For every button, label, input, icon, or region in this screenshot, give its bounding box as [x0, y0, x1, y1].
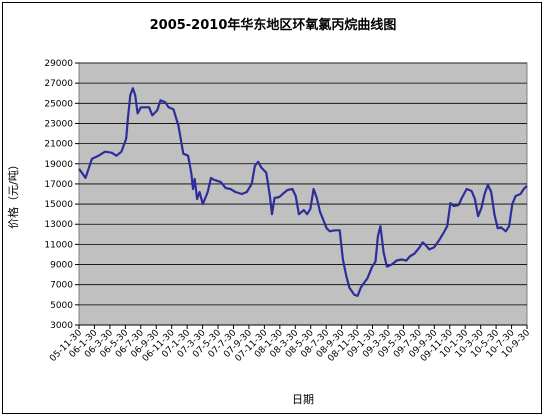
y-tick-label: 17000 — [44, 180, 73, 190]
y-tick-label: 29000 — [44, 59, 73, 69]
series-line — [78, 87, 528, 297]
plot-area — [78, 62, 528, 326]
chart-title: 2005-2010年华东地区环氧氯丙烷曲线图 — [150, 17, 397, 33]
y-axis-ticks: 3000 5000 7000 9000 11000 13000 15000 17000 1900… — [44, 59, 79, 331]
y-tick-label: 7000 — [50, 281, 73, 291]
x-axis-title: 日期 — [292, 393, 314, 406]
y-tick-label: 21000 — [44, 140, 73, 150]
y-tick-label: 9000 — [50, 261, 73, 271]
y-tick-label: 19000 — [44, 160, 73, 170]
chart-frame: 2005-2010年华东地区环氧氯丙烷曲线图 3000 5000 7000 9000 1… — [2, 2, 542, 414]
y-tick-label: 27000 — [44, 79, 73, 89]
chart-svg: 2005-2010年华东地区环氧氯丙烷曲线图 3000 5000 7000 9000 1… — [6, 17, 532, 406]
y-tick-label: 5000 — [50, 301, 73, 311]
y-axis-title: 价格（元/吨） — [6, 159, 20, 229]
y-tick-label: 15000 — [44, 200, 73, 210]
y-tick-label: 11000 — [44, 240, 73, 250]
y-tick-label: 3000 — [50, 321, 73, 331]
gridlines — [79, 62, 527, 326]
x-axis-ticks: 05-11-3006-1-3006-3-3006-5-3006-7-3006-9… — [48, 324, 532, 364]
y-tick-label: 23000 — [44, 119, 73, 129]
y-tick-label: 13000 — [44, 220, 73, 230]
y-tick-label: 25000 — [44, 99, 73, 109]
